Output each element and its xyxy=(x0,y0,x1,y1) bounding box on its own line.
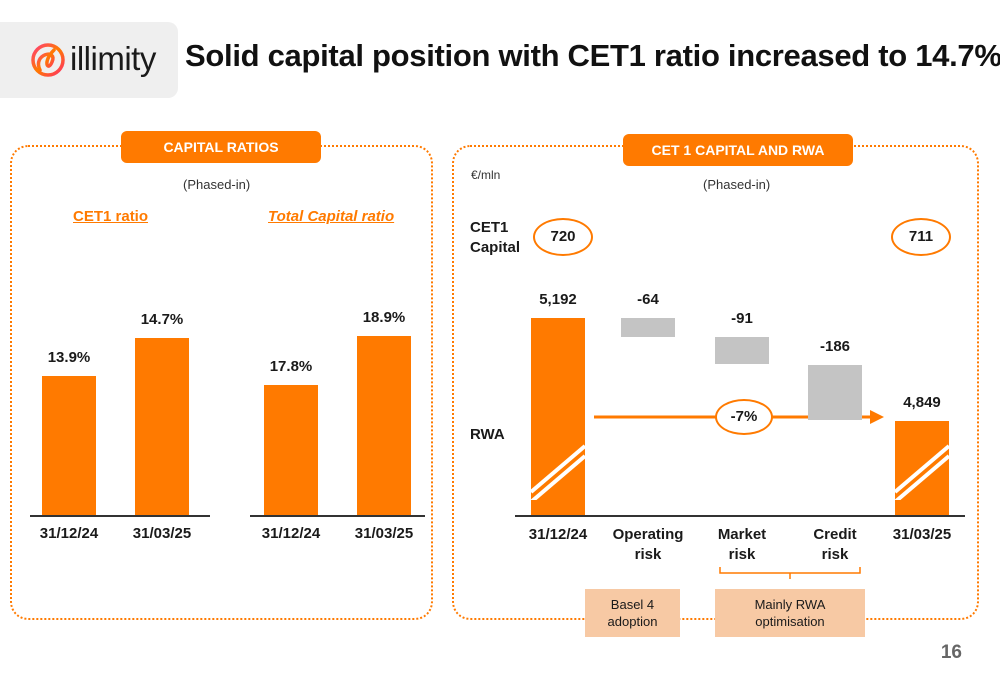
rwa-category-1: 31/12/24 xyxy=(508,525,608,545)
rwa-category-5-line-1: 31/03/25 xyxy=(892,526,952,543)
cet1-bar-2 xyxy=(135,338,189,515)
rwa-category-4: Credit risk xyxy=(785,525,885,565)
illimity-logo-icon xyxy=(31,43,65,77)
cet1-axis xyxy=(30,515,210,517)
basel4-note: Basel 4 adoption xyxy=(585,589,680,637)
cet1-tick-2: 31/03/25 xyxy=(132,525,192,542)
total-value-label-2: 18.9% xyxy=(362,308,406,326)
cet1-bar-1 xyxy=(42,376,96,515)
cet1-value-label-2: 14.7% xyxy=(140,311,184,329)
rwa-value-label-2: -64 xyxy=(637,291,659,308)
page-title: Solid capital position with CET1 ratio i… xyxy=(185,38,1000,73)
cet1-tick-1: 31/12/24 xyxy=(39,525,99,542)
rwa-category-2: Operating risk xyxy=(598,525,698,565)
cet1-end-bubble: 711 xyxy=(891,218,951,256)
rwa-delta-bar-2 xyxy=(621,318,675,338)
capital-ratios-pill: CAPITAL RATIOS xyxy=(121,131,321,163)
rwa-delta-bar-4 xyxy=(808,364,862,421)
total-tick-1: 31/12/24 xyxy=(261,525,321,542)
cet1-capital-label: CET1 Capital xyxy=(470,219,521,256)
rwa-category-3-line-1: Market xyxy=(717,526,767,543)
rwa-change-bubble: -7% xyxy=(715,399,773,435)
rwa-value-label-3: -91 xyxy=(731,310,753,328)
rwa-label: RWA xyxy=(470,426,505,443)
rwa-value-label-1: 5,192 xyxy=(539,291,577,308)
left-phased-label: (Phased-in) xyxy=(183,177,251,192)
rwa-category-2-line-2: risk xyxy=(634,546,662,563)
market-credit-brace xyxy=(719,567,861,579)
cet1-value-label-1: 13.9% xyxy=(47,349,91,367)
total-tick-2: 31/03/25 xyxy=(354,525,414,542)
right-phased-label: (Phased-in) xyxy=(703,177,771,192)
total-value-label-1: 17.8% xyxy=(269,358,313,376)
cet1-start-bubble: 720 xyxy=(533,218,593,256)
rwa-category-1-line-1: 31/12/24 xyxy=(528,526,588,543)
rwa-category-4-line-2: risk xyxy=(821,546,849,563)
rwa-optimisation-note: Mainly RWA optimisation xyxy=(715,589,865,637)
rwa-value-label-4: -186 xyxy=(819,337,851,355)
rwa-axis xyxy=(515,515,965,517)
axis-break-mark-1 xyxy=(531,444,585,500)
rwa-value-label-5: 4,849 xyxy=(903,393,941,411)
page-number: 16 xyxy=(940,642,962,663)
unit-label: €/mln xyxy=(471,168,501,182)
axis-break-mark-5 xyxy=(895,444,949,500)
total-bar-2 xyxy=(357,335,411,515)
cet1-rwa-pill: CET 1 CAPITAL AND RWA xyxy=(623,134,853,166)
brand-name: illimity xyxy=(70,40,156,77)
rwa-category-3: Market risk xyxy=(692,525,792,565)
rwa-category-4-line-1: Credit xyxy=(813,526,857,543)
rwa-category-5: 31/03/25 xyxy=(872,525,972,545)
total-capital-axis xyxy=(250,515,425,517)
total-capital-ratio-label: Total Capital ratio xyxy=(268,208,395,225)
rwa-category-3-line-2: risk xyxy=(728,546,756,563)
cet1-ratio-label: CET1 ratio xyxy=(73,208,149,225)
rwa-category-2-line-1: Operating xyxy=(612,526,684,543)
total-bar-1 xyxy=(264,385,318,515)
rwa-delta-bar-3 xyxy=(715,337,769,365)
logo-container xyxy=(0,22,178,98)
